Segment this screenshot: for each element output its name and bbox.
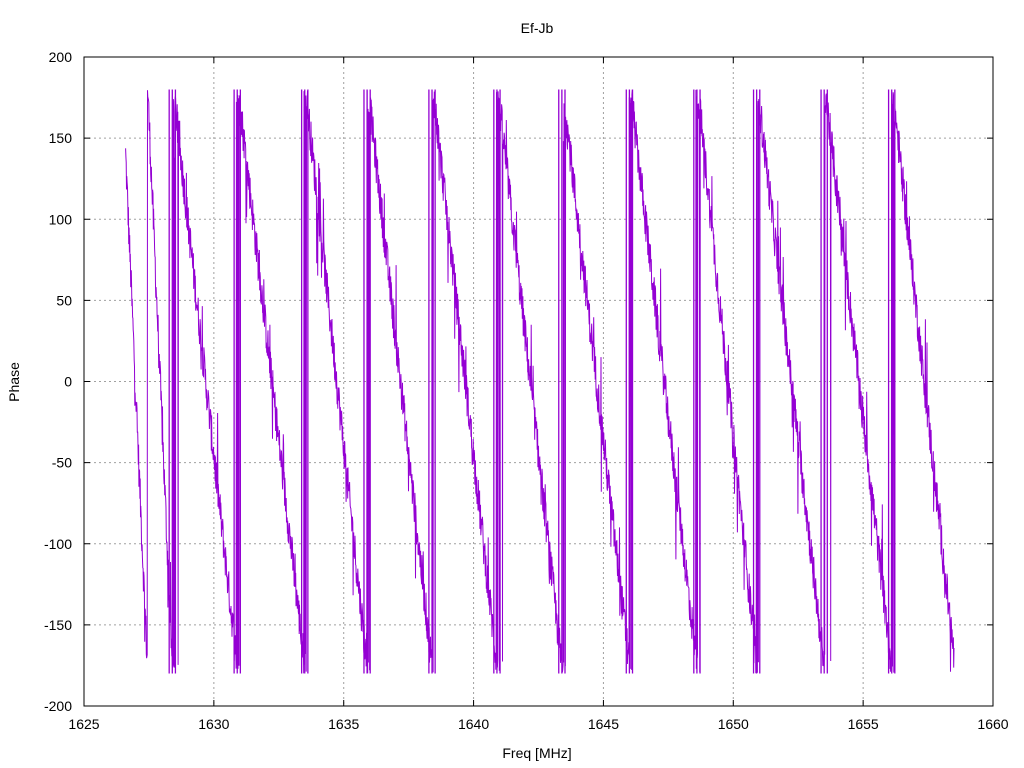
x-tick-label: 1650 bbox=[718, 716, 749, 732]
x-axis-label: Freq [MHz] bbox=[502, 745, 571, 761]
y-tick-label: -50 bbox=[52, 455, 72, 471]
x-tick-label: 1655 bbox=[848, 716, 879, 732]
y-tick-label: 0 bbox=[64, 374, 72, 390]
x-tick-label: 1635 bbox=[328, 716, 359, 732]
phase-series-line bbox=[125, 89, 955, 674]
y-tick-label: 100 bbox=[49, 211, 73, 227]
x-tick-label: 1640 bbox=[458, 716, 489, 732]
y-tick-label: 50 bbox=[56, 292, 72, 308]
axis-ticks: 1625 1630 1635 1640 1645 1650 1655 1660 -200 -150… bbox=[44, 49, 1009, 732]
y-tick-label: 200 bbox=[49, 49, 73, 65]
x-tick-label: 1630 bbox=[198, 716, 229, 732]
chart-title: Ef-Jb bbox=[521, 20, 554, 36]
plot-area bbox=[125, 89, 955, 674]
y-tick-label: -200 bbox=[44, 698, 72, 714]
y-tick-label: -150 bbox=[44, 617, 72, 633]
y-axis-label: Phase bbox=[6, 362, 22, 402]
x-tick-label: 1625 bbox=[68, 716, 99, 732]
y-tick-label: 150 bbox=[49, 130, 73, 146]
x-tick-label: 1660 bbox=[977, 716, 1008, 732]
x-tick-label: 1645 bbox=[588, 716, 619, 732]
grid bbox=[84, 57, 993, 706]
y-tick-label: -100 bbox=[44, 536, 72, 552]
